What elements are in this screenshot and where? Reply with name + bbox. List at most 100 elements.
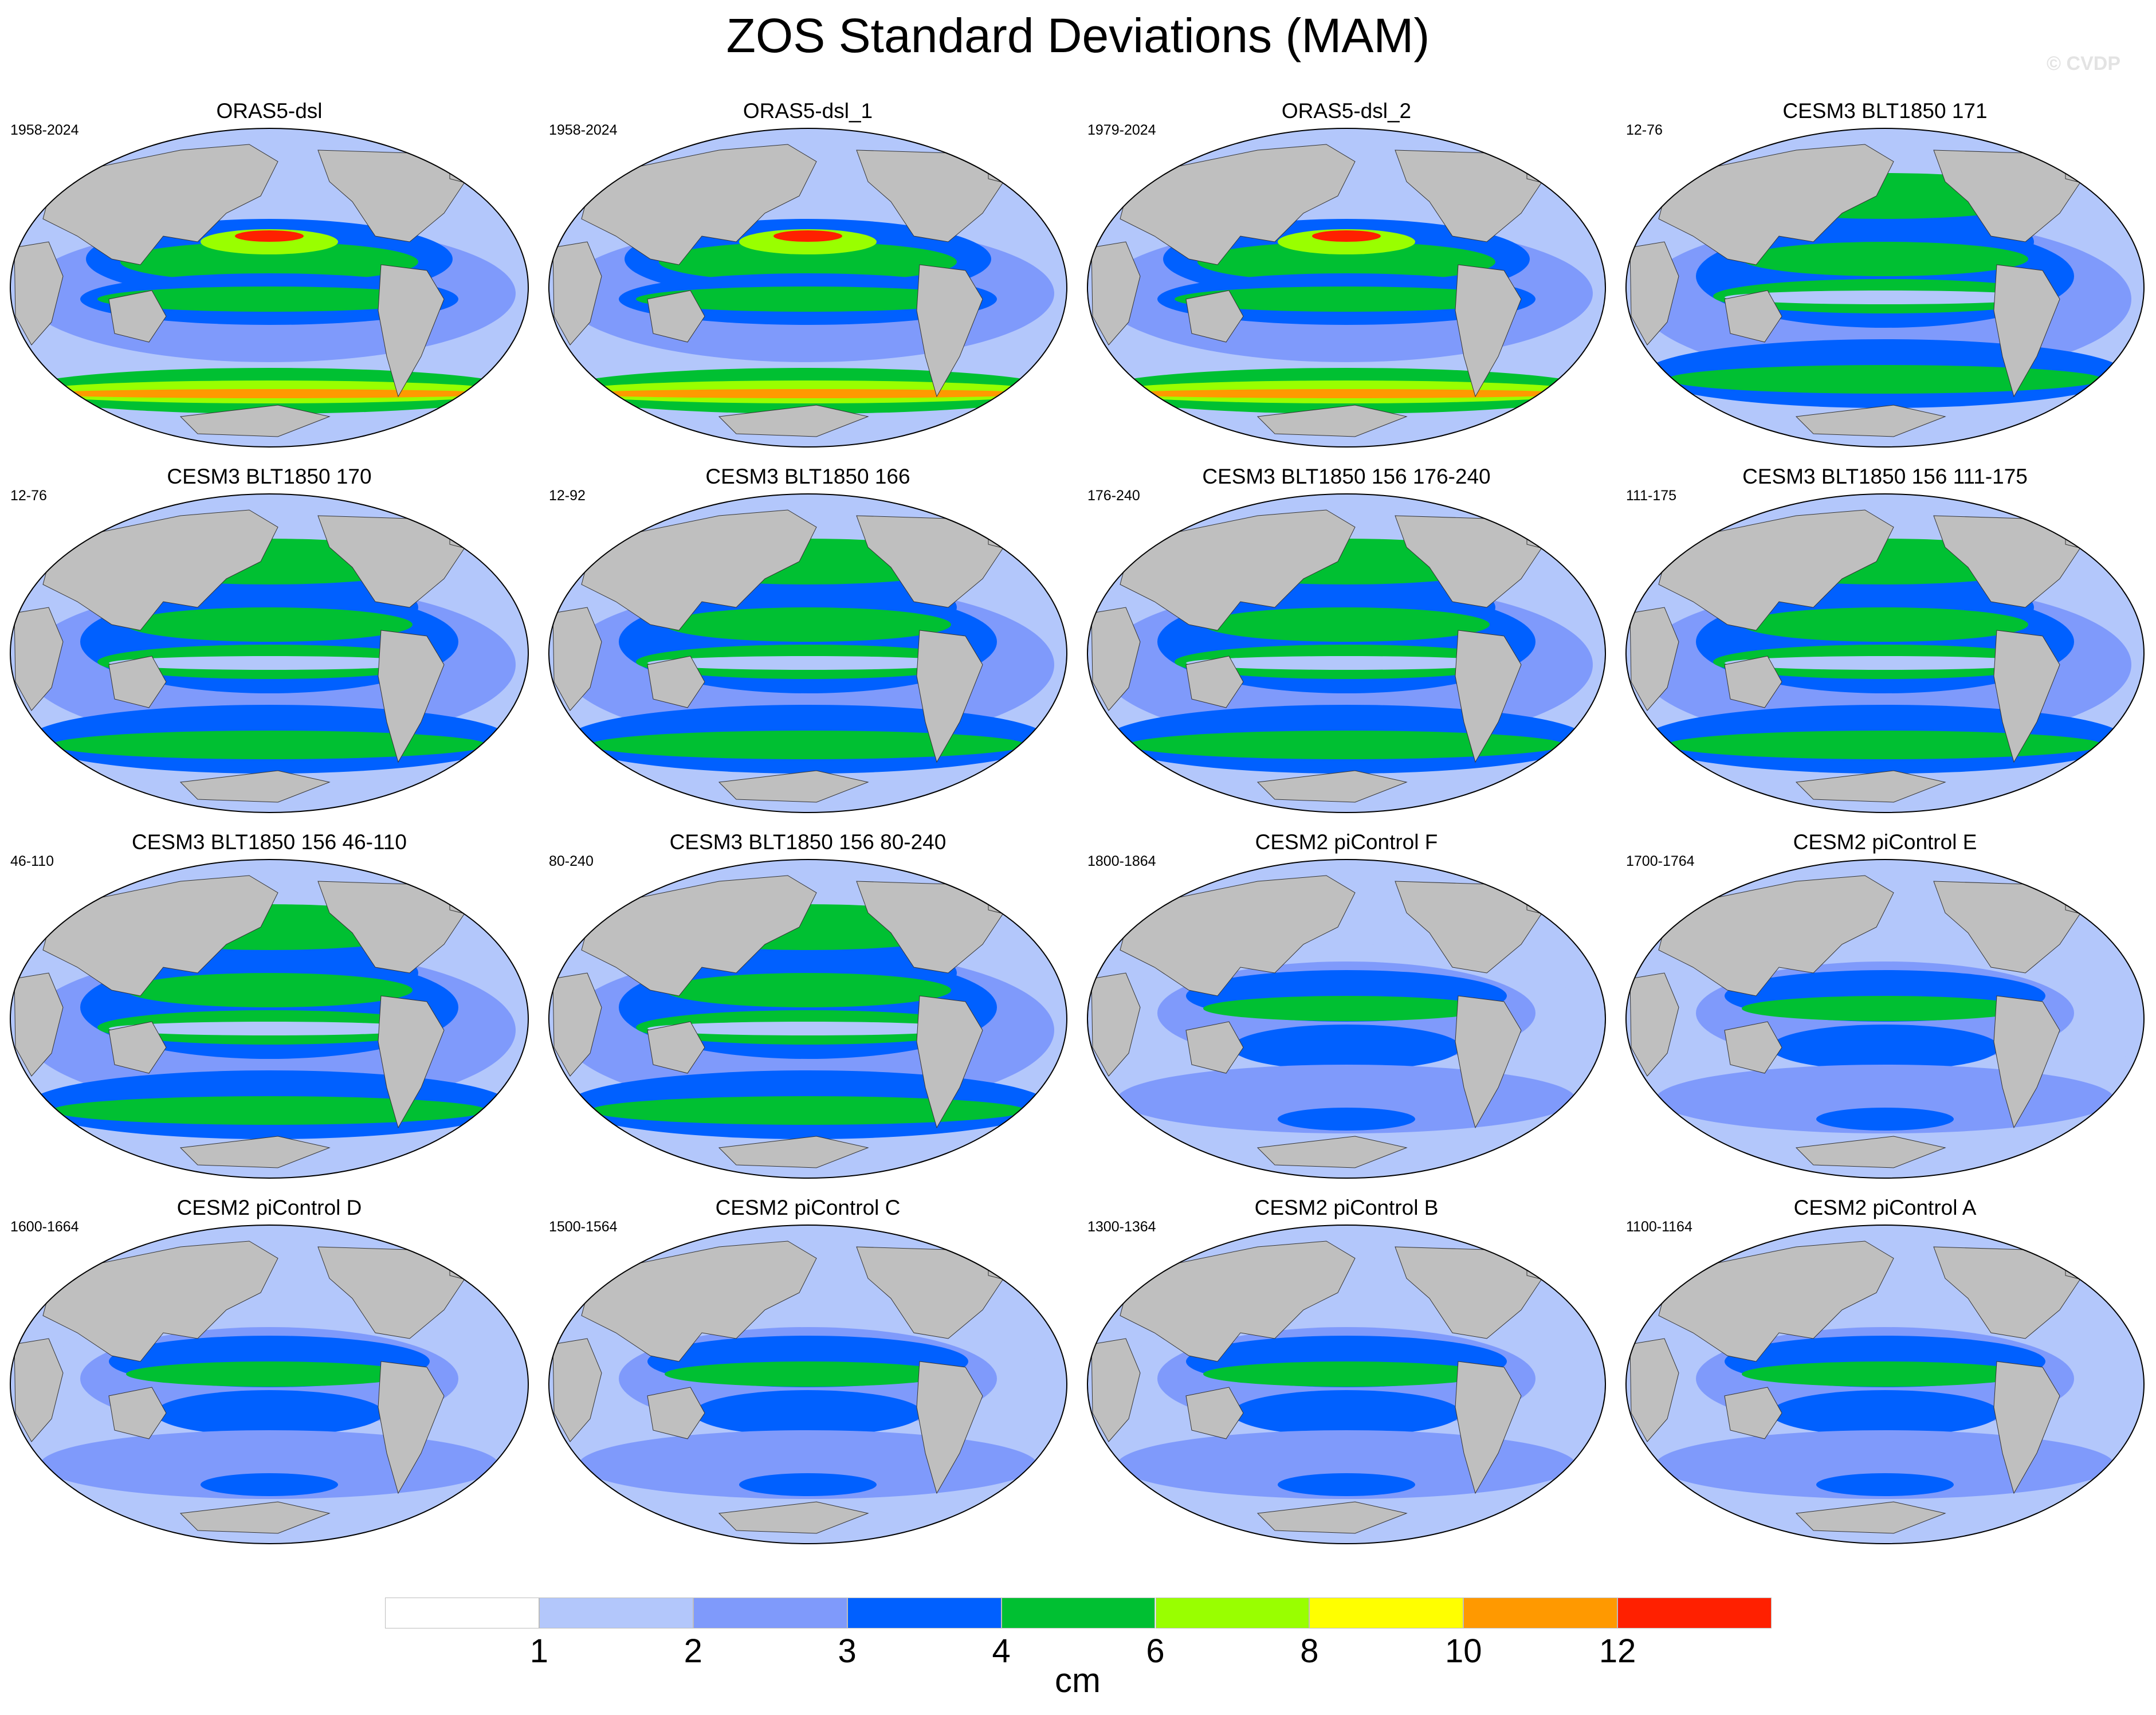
world-map (1625, 493, 2145, 813)
landmass (14, 972, 64, 1077)
colorbar-box (539, 1598, 693, 1628)
map-panel: CESM3 BLT1850 156 46-110 46-110 (0, 830, 539, 1196)
landmass (1091, 607, 1141, 711)
map-panel: ORAS5-dsl_1 1958-2024 (539, 99, 1077, 465)
colorbar-box (385, 1598, 539, 1628)
landmass (42, 1241, 278, 1362)
panel-title: CESM3 BLT1850 171 (1782, 99, 1988, 123)
map-outline (1625, 493, 2145, 813)
landmass (647, 1387, 705, 1439)
colorbar (385, 1598, 1772, 1630)
landmass (647, 1021, 705, 1074)
map-panel: CESM2 piControl E 1700-1764 (1616, 830, 2154, 1196)
landmass (449, 1246, 490, 1282)
map-panel: CESM2 piControl D 1600-1664 (0, 1195, 539, 1562)
landmass (1526, 515, 1568, 551)
landmass (1795, 405, 1946, 437)
landmass (1526, 881, 1568, 916)
landmass (2065, 515, 2106, 551)
landmass (988, 150, 1029, 185)
landmass (449, 150, 490, 185)
landmass (1185, 290, 1244, 343)
landmass (378, 264, 445, 398)
landmass (1526, 1246, 1568, 1282)
colorbar-level-label: 3 (838, 1632, 857, 1670)
landmass (108, 1021, 167, 1074)
landmass (1724, 290, 1782, 343)
colorbar-box (1463, 1598, 1618, 1628)
landmass (179, 770, 331, 803)
panel-title: CESM2 piControl D (176, 1196, 362, 1219)
panel-years: 1958-2024 (549, 122, 618, 138)
landmass (1256, 770, 1408, 803)
panel-years: 1300-1364 (1087, 1219, 1156, 1235)
landmass (14, 607, 64, 711)
world-map (10, 1225, 529, 1544)
map-panel: CESM3 BLT1850 166 12-92 (539, 464, 1077, 831)
panel-title: CESM2 piControl A (1793, 1196, 1977, 1219)
map-panel: CESM2 piControl B 1300-1364 (1077, 1195, 1616, 1562)
landmass (108, 656, 167, 708)
landmass (108, 1387, 167, 1439)
landmass (378, 630, 445, 763)
landmass (1658, 875, 1894, 996)
panel-years: 80-240 (549, 853, 594, 869)
colorbar-box (1155, 1598, 1310, 1628)
colorbar-box (1001, 1598, 1156, 1628)
panel-title: ORAS5-dsl_1 (743, 99, 873, 123)
world-map (548, 1225, 1067, 1544)
world-map (1625, 859, 2145, 1179)
panel-title: CESM3 BLT1850 156 46-110 (132, 830, 407, 854)
landmass (718, 405, 869, 437)
landmass (581, 875, 817, 996)
landmass (449, 881, 490, 916)
landmass (1256, 1501, 1408, 1534)
landmass (1091, 241, 1141, 346)
landmass (42, 875, 278, 996)
landmass (2065, 1246, 2106, 1282)
landmass (718, 1136, 869, 1168)
map-outline (1087, 859, 1606, 1179)
map-panel: CESM3 BLT1850 156 80-240 80-240 (539, 830, 1077, 1196)
map-panel: ORAS5-dsl_2 1979-2024 (1077, 99, 1616, 465)
map-panel: ORAS5-dsl 1958-2024 (0, 99, 539, 465)
landmass (1795, 1136, 1946, 1168)
colorbar-level-label: 10 (1445, 1632, 1482, 1670)
landmass (552, 1338, 602, 1442)
landmass (1724, 1021, 1782, 1074)
landmass (1185, 656, 1244, 708)
map-outline (1087, 128, 1606, 448)
landmass (1993, 264, 2060, 398)
landmass (179, 1136, 331, 1168)
landmass (988, 515, 1029, 551)
world-map (10, 128, 529, 448)
panel-title: CESM2 piControl E (1793, 830, 1977, 854)
landmass (988, 1246, 1029, 1282)
landmass (1795, 1501, 1946, 1534)
landmass (1455, 630, 1522, 763)
landmass (916, 1361, 983, 1494)
landmass (179, 405, 331, 437)
landmass (552, 607, 602, 711)
landmass (42, 144, 278, 265)
panel-years: 111-175 (1626, 488, 1677, 504)
landmass (1091, 972, 1141, 1077)
landmass (1658, 509, 1894, 631)
landmass (581, 1241, 817, 1362)
world-map (548, 128, 1067, 448)
landmass (378, 995, 445, 1129)
landmass (378, 1361, 445, 1494)
landmass (1256, 405, 1408, 437)
panel-title: CESM2 piControl B (1254, 1196, 1439, 1219)
map-panel: CESM3 BLT1850 170 12-76 (0, 464, 539, 831)
panel-title: CESM2 piControl F (1255, 830, 1438, 854)
panel-years: 46-110 (10, 853, 54, 869)
landmass (718, 1501, 869, 1534)
landmass (581, 144, 817, 265)
landmass (1629, 972, 1679, 1077)
landmass (1455, 995, 1522, 1129)
panel-title: CESM2 piControl C (715, 1196, 901, 1219)
landmass (1455, 264, 1522, 398)
landmass (2065, 881, 2106, 916)
panel-years: 1700-1764 (1626, 853, 1695, 869)
